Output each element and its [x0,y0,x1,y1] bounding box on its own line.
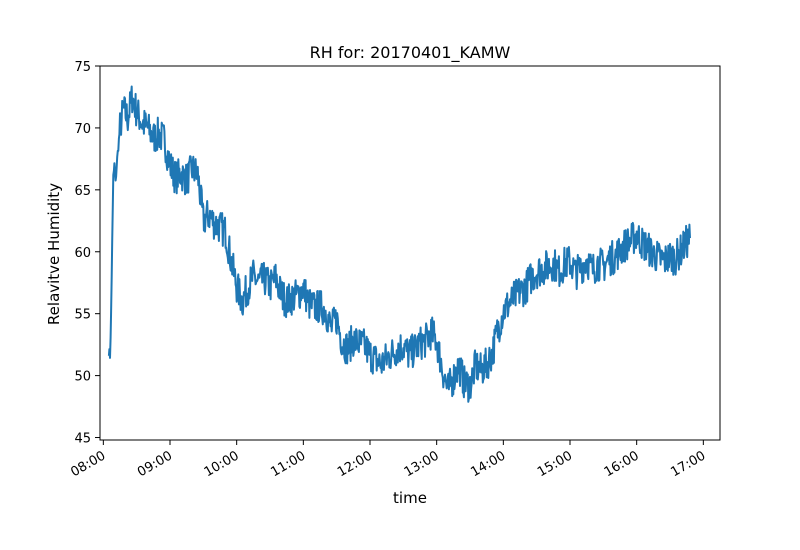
y-tick-label: 60 [74,246,91,261]
y-tick-label: 65 [74,184,91,199]
y-axis: 45 50 55 60 65 70 75 [74,60,100,447]
y-tick-label: 70 [74,122,91,137]
y-tick-label: 55 [74,308,91,323]
y-axis-label: Relavitve Humidity [45,183,63,325]
y-tick-label: 50 [74,370,91,385]
y-tick-label: 75 [74,60,91,75]
y-tick-label: 45 [74,432,91,447]
series-line-rh [107,85,691,403]
x-axis-label: time [393,489,427,507]
plot-area [99,65,721,441]
plot-frame [99,65,721,441]
chart-title: RH for: 20170401_KAMW [310,43,511,63]
